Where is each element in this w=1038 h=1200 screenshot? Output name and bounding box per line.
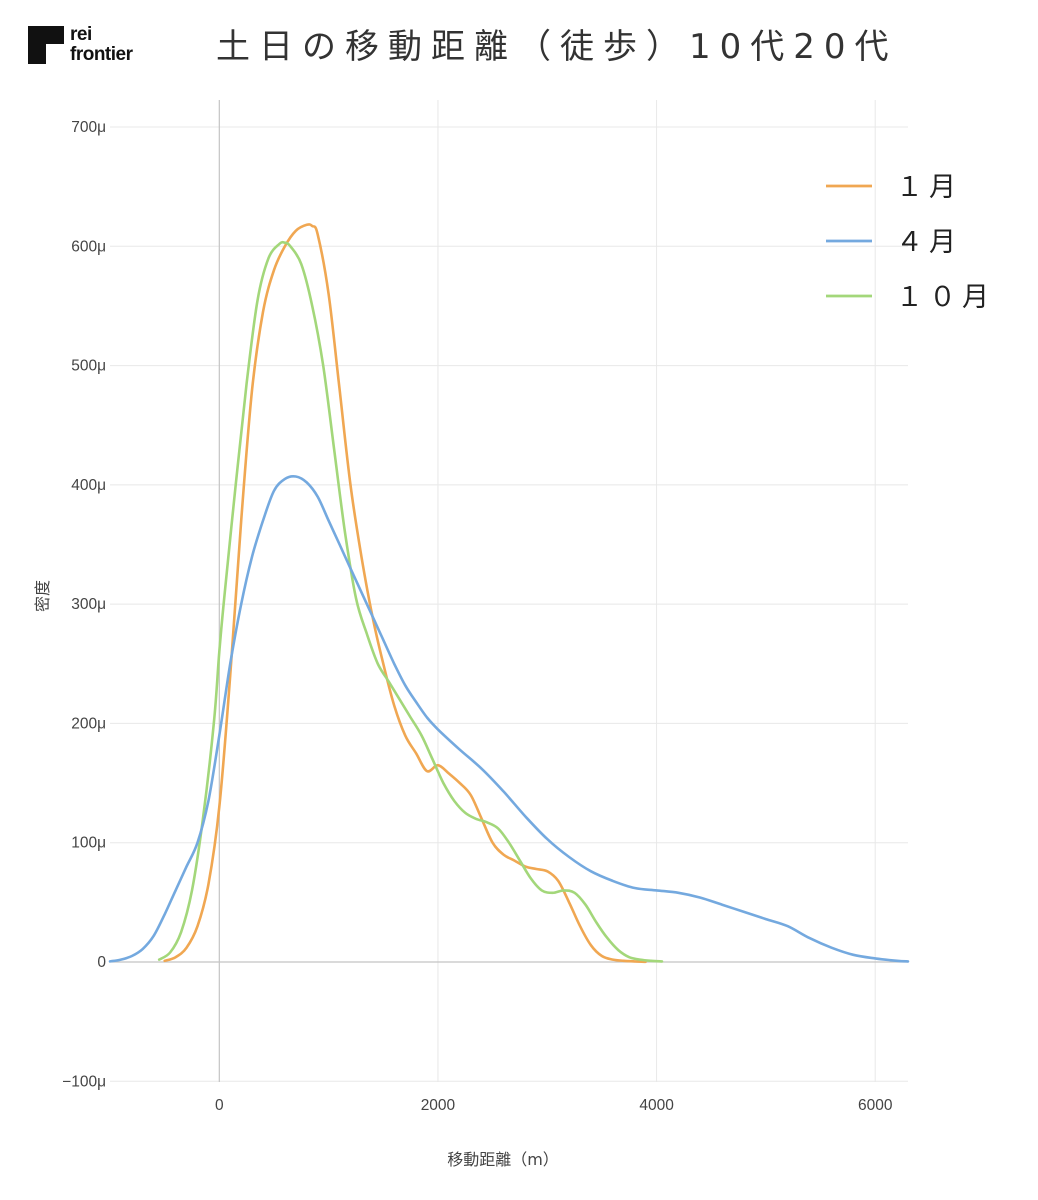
x-tick-label: 6000 [858,1097,893,1114]
legend-label: １月 [896,172,962,203]
x-tick-label: 0 [215,1097,224,1114]
logo-mark-icon [28,26,64,64]
y-tick-label: 700μ [71,119,106,136]
logo-text-line1: rei [70,24,92,45]
tick-labels: −100μ 0 100μ 200μ 300μ 400μ 500μ 600μ 700μ 0 2000 4… [62,119,893,1114]
x-axis-label: 移動距離（m） [447,1150,559,1169]
y-tick-label: 500μ [71,358,106,375]
series-line-1 [108,474,910,963]
rei-frontier-logo: rei frontier [26,24,156,68]
y-tick-label: 600μ [71,238,106,255]
series-line-2 [157,240,664,963]
legend-label: １０月 [896,282,995,313]
x-tick-label: 4000 [639,1097,674,1114]
chart-title: 土日の移動距離（徒歩）10代20代 [216,27,898,67]
axes [110,100,908,1082]
logo-text-line2: frontier [70,44,133,65]
series-line-0 [163,223,647,964]
legend: １月 ４月 １０月 [826,172,995,313]
y-tick-label: 200μ [71,715,106,732]
grid-lines [110,100,908,1082]
y-tick-label: −100μ [62,1073,106,1090]
y-axis-label: 密度 [33,580,52,612]
y-tick-label: 100μ [71,835,106,852]
series-lines [108,223,910,964]
y-tick-label: 0 [97,954,106,971]
x-tick-label: 2000 [421,1097,456,1114]
y-tick-label: 300μ [71,596,106,613]
legend-label: ４月 [896,227,962,258]
y-tick-label: 400μ [71,477,106,494]
